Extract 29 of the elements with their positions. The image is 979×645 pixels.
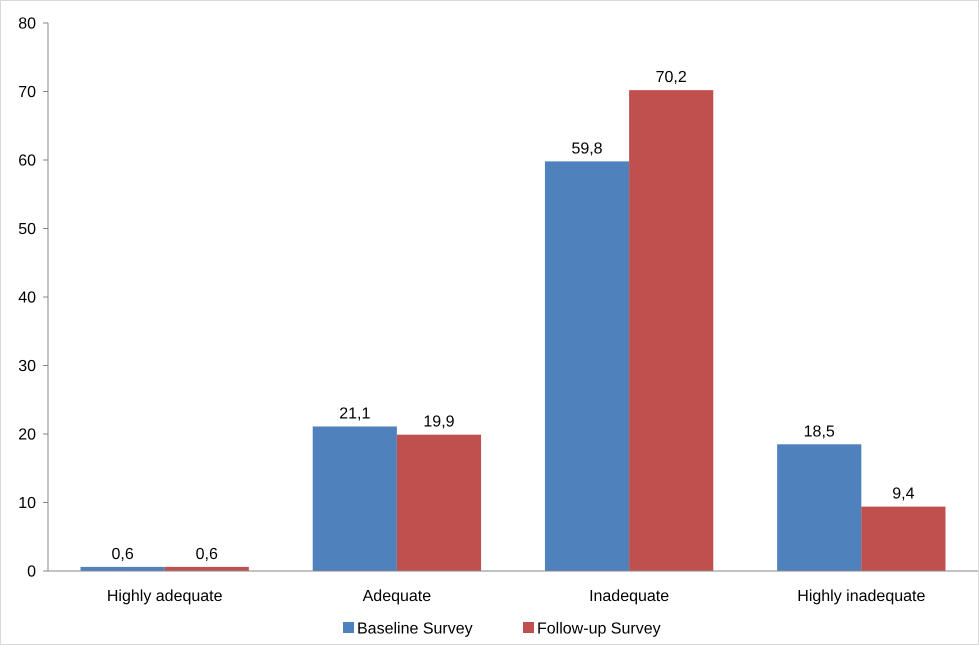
legend-label: Baseline Survey bbox=[357, 620, 473, 638]
data-label: 0,6 bbox=[196, 546, 218, 563]
data-label: 18,5 bbox=[804, 423, 835, 440]
y-tick-label: 50 bbox=[18, 221, 36, 238]
y-tick-label: 40 bbox=[18, 290, 36, 307]
y-tick-label: 30 bbox=[18, 358, 36, 376]
data-label: 19,9 bbox=[423, 414, 455, 431]
y-tick-label: 0 bbox=[27, 564, 36, 581]
bar bbox=[396, 434, 482, 571]
data-label: 9,4 bbox=[892, 486, 915, 503]
data-label: 70,2 bbox=[656, 69, 687, 86]
bar bbox=[777, 444, 862, 571]
x-tick-label: Inadequate bbox=[589, 588, 670, 605]
data-label: 21,1 bbox=[339, 405, 370, 422]
y-tick-label: 70 bbox=[18, 84, 36, 102]
bar bbox=[861, 506, 946, 571]
data-label: 59,8 bbox=[571, 140, 603, 158]
legend-label: Follow-up Survey bbox=[537, 620, 661, 638]
bar bbox=[312, 426, 397, 571]
x-tick-label: Highly inadequate bbox=[797, 588, 926, 605]
x-tick-label: Adequate bbox=[362, 588, 432, 605]
y-tick-label: 60 bbox=[18, 152, 36, 170]
y-tick-label: 10 bbox=[18, 495, 36, 512]
y-tick-label: 80 bbox=[18, 16, 36, 33]
bar bbox=[544, 161, 630, 571]
x-tick-label: Highly adequate bbox=[106, 588, 223, 605]
bar bbox=[629, 90, 714, 571]
y-tick-label: 20 bbox=[18, 426, 36, 444]
data-label: 0,6 bbox=[111, 546, 134, 563]
